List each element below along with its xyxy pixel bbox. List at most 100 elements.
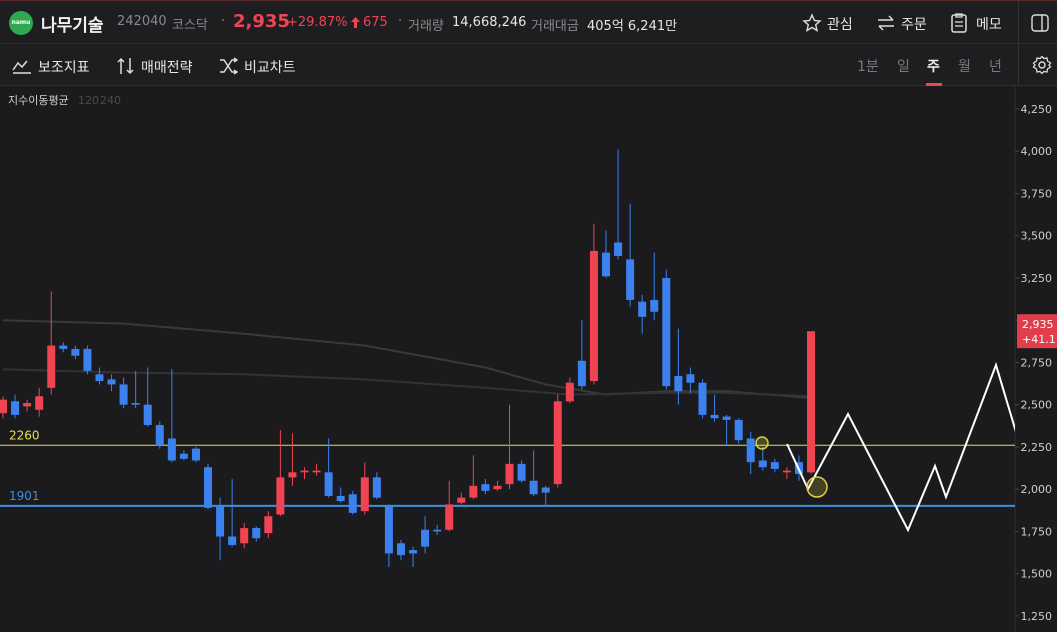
period-button[interactable]: 일	[897, 59, 910, 75]
candle-body	[650, 299, 659, 312]
candle-body	[119, 384, 128, 405]
order-icon[interactable]	[876, 13, 896, 33]
candle-body	[638, 301, 647, 317]
watch-button[interactable]: 관심	[827, 17, 853, 33]
candle-body	[167, 438, 176, 461]
candle-body	[35, 396, 44, 410]
candle-body	[541, 487, 550, 493]
indicator-icon[interactable]	[12, 58, 32, 74]
header: namu 나무기술 242040 코스닥 · 2,935 +29.87% 675…	[0, 0, 1057, 45]
candle-body	[372, 477, 381, 498]
memo-button[interactable]: 메모	[976, 17, 1002, 33]
price-badge-change: +41.11	[1022, 333, 1057, 346]
candle-body	[107, 379, 116, 385]
volume: 14,668,246	[452, 15, 527, 30]
candle-body	[686, 374, 695, 383]
active-underline	[926, 83, 942, 86]
candle-body	[505, 463, 514, 485]
compare-icon[interactable]	[219, 57, 239, 75]
divider	[1018, 1, 1019, 45]
candle-body	[83, 348, 92, 371]
annotation-circle	[806, 476, 828, 498]
candle-body	[565, 382, 574, 402]
candle-body	[179, 453, 188, 459]
candle-body	[457, 497, 466, 503]
settings-icon[interactable]	[1032, 55, 1052, 75]
candle-body	[770, 462, 779, 469]
candle-body	[11, 401, 20, 415]
strategy-icon[interactable]	[116, 56, 136, 76]
tool-button[interactable]: 보조지표	[38, 60, 90, 76]
change-pct: +29.87%	[287, 15, 348, 30]
toolbar: 보조지표 매매전략 비교차트 1분 일 주 월 년	[0, 44, 1057, 86]
change: 675	[363, 15, 388, 30]
candle-body	[493, 485, 502, 490]
order-button[interactable]: 주문	[901, 17, 927, 33]
candle-body	[59, 345, 68, 349]
candle-body	[143, 404, 152, 425]
moving-average	[2, 319, 812, 399]
memo-icon[interactable]	[949, 12, 969, 34]
candle-body	[155, 424, 164, 446]
candle-body	[288, 472, 297, 478]
y-tick-label: 2,500	[1021, 399, 1053, 412]
y-tick-label: 2,750	[1021, 356, 1053, 369]
tool-button[interactable]: 비교차트	[244, 60, 296, 76]
candle-body	[577, 360, 586, 387]
period-button[interactable]: 주	[927, 59, 940, 75]
candle-body	[529, 480, 538, 495]
candle-body	[252, 528, 261, 539]
candle-body	[782, 470, 791, 473]
divider	[1018, 44, 1019, 86]
candle-body	[95, 374, 104, 382]
candle-body	[445, 504, 454, 530]
candle-body	[517, 463, 526, 481]
price-badge-label: 2,935	[1022, 318, 1054, 331]
candle-body	[758, 460, 767, 468]
candle-body	[553, 401, 562, 485]
candle-body	[348, 494, 357, 513]
candle-body	[336, 495, 345, 502]
candle-body	[409, 550, 418, 554]
candle-body	[589, 250, 598, 382]
candle-body	[276, 477, 285, 515]
period-button[interactable]: 월	[958, 59, 971, 75]
candle-body	[228, 536, 237, 545]
price: 2,935	[233, 11, 290, 32]
star-icon[interactable]	[802, 13, 822, 33]
candle-body	[614, 242, 623, 257]
y-tick-label: 2,000	[1021, 483, 1053, 496]
moving-average	[2, 368, 812, 398]
candle-body	[131, 403, 140, 405]
candle-body	[384, 506, 393, 554]
candle-body	[421, 529, 430, 547]
period-button[interactable]: 년	[989, 59, 1002, 75]
period-button[interactable]: 1분	[857, 59, 879, 75]
legend-entry: 240	[100, 94, 121, 107]
candle-body	[300, 470, 309, 473]
candle-body	[469, 485, 478, 498]
price-badge	[1017, 314, 1057, 349]
candle-body	[191, 448, 200, 461]
legend-entry: 120	[78, 94, 99, 107]
candle-body	[360, 477, 369, 512]
candle-body	[396, 543, 405, 556]
y-tick-label: 4,000	[1021, 145, 1053, 158]
volume-label: 거래량	[408, 19, 444, 34]
amount-label: 거래대금	[531, 19, 579, 34]
candle-body	[710, 414, 719, 419]
candle-body	[698, 382, 707, 415]
candle-body	[662, 277, 671, 387]
tool-button[interactable]: 매매전략	[141, 60, 193, 76]
amount: 405억 6,241만	[587, 19, 678, 34]
panel-icon[interactable]	[1031, 14, 1049, 32]
candle-body	[626, 259, 635, 300]
candle-body	[674, 375, 683, 392]
y-tick-label: 1,500	[1021, 568, 1053, 581]
candle-body	[312, 470, 321, 473]
level-label: 1901	[9, 489, 40, 503]
y-tick-label: 1,750	[1021, 525, 1053, 538]
y-tick-label: 4,250	[1021, 103, 1053, 116]
